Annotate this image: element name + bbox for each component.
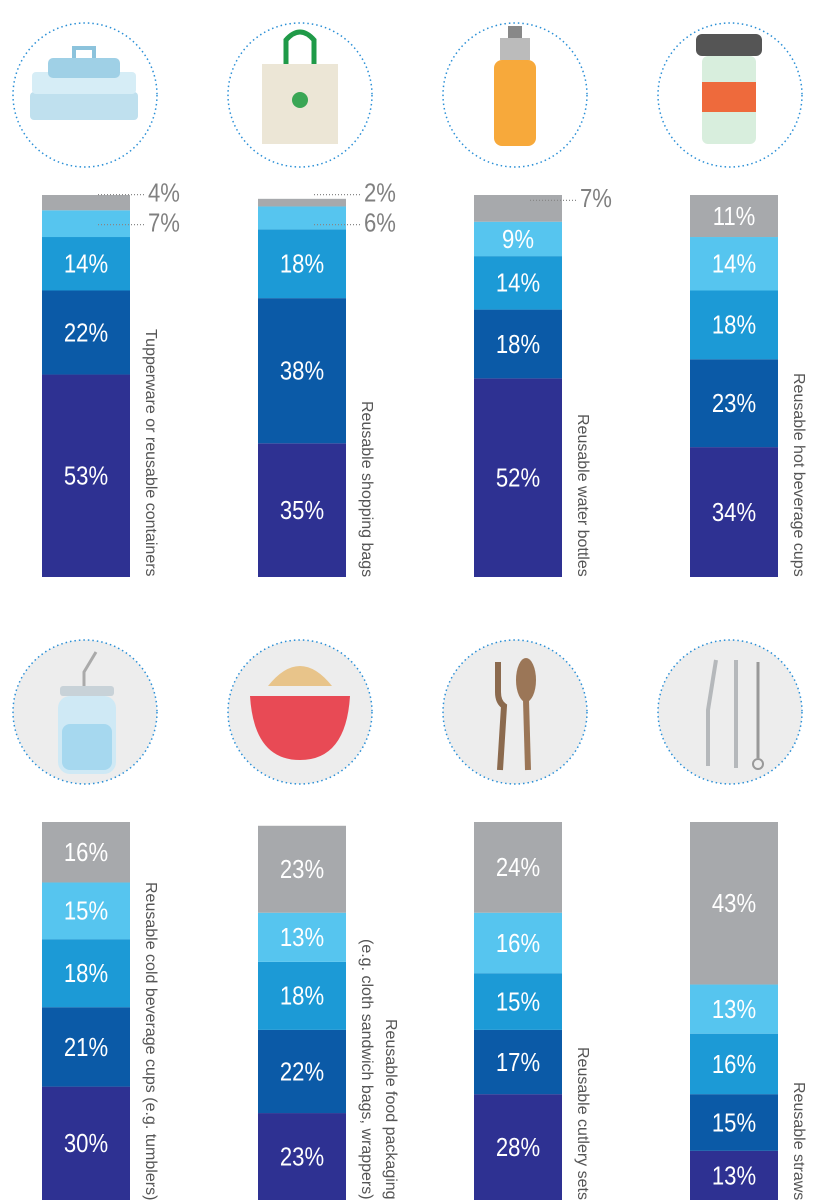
value-label: 6% <box>364 209 396 238</box>
value-label: 4% <box>148 179 180 208</box>
bar-segment <box>690 237 778 291</box>
value-label: 30% <box>64 1130 108 1159</box>
bar-segment <box>690 984 778 1034</box>
value-label: 13% <box>712 1162 756 1191</box>
bar-segment <box>258 229 346 299</box>
value-label: 9% <box>502 225 534 254</box>
bar-segment <box>258 912 346 962</box>
bar-segment <box>258 206 346 230</box>
value-label: 15% <box>64 897 108 926</box>
icons <box>12 22 803 785</box>
value-label: 2% <box>364 179 396 208</box>
value-label: 7% <box>580 185 612 214</box>
bar-segment <box>258 961 346 1030</box>
value-label: 7% <box>148 209 180 238</box>
bar-segment <box>474 195 562 222</box>
category-label: Reusable shopping bags <box>358 400 375 577</box>
value-label: 16% <box>496 929 540 958</box>
bar-segment <box>474 221 562 257</box>
bar-segment <box>474 378 562 577</box>
bar-segment <box>42 374 130 577</box>
bar-segment <box>474 973 562 1030</box>
value-label: 22% <box>280 1058 324 1087</box>
value-label: 18% <box>64 959 108 988</box>
value-label: 18% <box>496 330 540 359</box>
category-label: Reusable cutlery sets <box>574 1047 591 1200</box>
bar-segment <box>474 912 562 974</box>
value-label: 15% <box>712 1109 756 1138</box>
bar-segment <box>42 822 130 883</box>
value-label: 16% <box>712 1050 756 1079</box>
value-label: 13% <box>712 995 756 1024</box>
value-label: 28% <box>496 1133 540 1162</box>
value-label: 18% <box>280 250 324 279</box>
bar-segment <box>690 359 778 448</box>
value-label: 15% <box>496 988 540 1017</box>
bar-segment <box>474 309 562 379</box>
bar-segment <box>690 447 778 577</box>
value-label: 23% <box>280 855 324 884</box>
bar-segment <box>690 1150 778 1200</box>
value-label: 34% <box>712 498 756 527</box>
bar-segment <box>42 939 130 1008</box>
bar-segment <box>258 198 346 207</box>
value-label: 23% <box>280 1143 324 1172</box>
bar-segment <box>42 237 130 291</box>
value-label: 21% <box>64 1033 108 1062</box>
bar-segment <box>690 1033 778 1095</box>
bar-segment <box>474 256 562 310</box>
bar-segment <box>690 195 778 238</box>
value-label: 53% <box>64 462 108 491</box>
value-label: 38% <box>280 357 324 386</box>
category-label: Reusable food packaging (e.g. cloth sand… <box>358 939 399 1200</box>
value-label: 11% <box>713 202 756 231</box>
bar-segment <box>690 1094 778 1151</box>
bar-segment <box>258 1113 346 1200</box>
bar-segment <box>42 210 130 238</box>
value-label: 17% <box>496 1048 540 1077</box>
value-label: 43% <box>712 890 756 919</box>
bar-segment <box>258 298 346 444</box>
bar-segment <box>258 1029 346 1114</box>
bar-segment <box>690 290 778 360</box>
category-label: Reusable cold beverage cups (e.g. tumble… <box>142 881 159 1200</box>
value-label: 52% <box>496 464 540 493</box>
value-label: 14% <box>64 250 108 279</box>
bar-segment <box>474 822 562 913</box>
bar-segment <box>42 290 130 375</box>
value-label: 18% <box>712 311 756 340</box>
value-label: 16% <box>64 838 108 867</box>
value-label: 14% <box>496 269 540 298</box>
value-label: 18% <box>280 982 324 1011</box>
bar-segment <box>258 443 346 577</box>
value-label: 24% <box>496 854 540 883</box>
bar-segment <box>258 825 346 913</box>
value-label: 13% <box>280 924 324 953</box>
category-label: Reusable straws <box>790 1081 807 1200</box>
category-label: Reusable hot beverage cups <box>790 373 807 577</box>
bar-segment <box>474 1094 562 1200</box>
value-label: 22% <box>64 319 108 348</box>
bar-segment <box>42 195 130 211</box>
bar-segment <box>42 1007 130 1087</box>
value-label: 35% <box>280 496 324 525</box>
category-label: Reusable water bottles <box>574 414 591 577</box>
bar-segment <box>690 822 778 985</box>
category-label: Tupperware or reusable containers <box>142 329 159 577</box>
bar-segment <box>42 882 130 940</box>
value-label: 14% <box>712 250 756 279</box>
bar-segment <box>474 1029 562 1095</box>
value-label: 23% <box>712 389 756 418</box>
bar-segment <box>42 1086 130 1200</box>
